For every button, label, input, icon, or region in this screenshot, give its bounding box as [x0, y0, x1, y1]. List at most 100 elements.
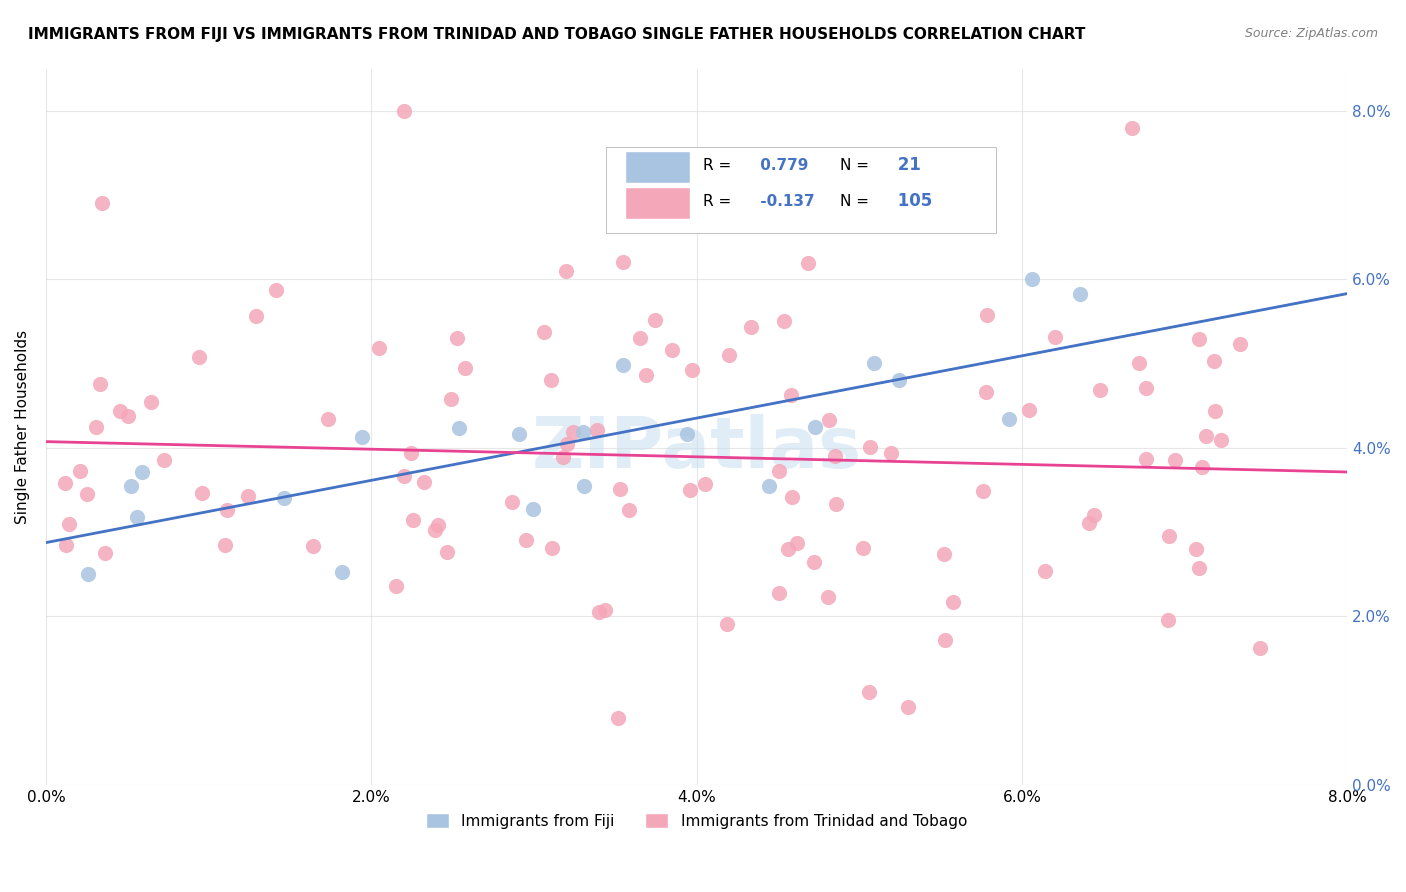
Point	[1018, 402, 1040, 417]
Point	[120, 478, 142, 492]
Point	[385, 579, 408, 593]
Point	[768, 464, 790, 478]
Point	[352, 430, 374, 444]
Point	[1157, 613, 1180, 627]
Point	[236, 489, 259, 503]
Point	[131, 465, 153, 479]
Point	[447, 420, 470, 434]
Point	[540, 374, 562, 388]
Point	[1069, 286, 1091, 301]
Point	[425, 523, 447, 537]
Point	[976, 308, 998, 322]
Point	[454, 360, 477, 375]
FancyBboxPatch shape	[606, 147, 995, 234]
Point	[818, 412, 841, 426]
Text: 21: 21	[891, 156, 921, 174]
Point	[1121, 120, 1143, 135]
Point	[89, 376, 111, 391]
Point	[139, 394, 162, 409]
Point	[1188, 332, 1211, 346]
Point	[1229, 337, 1251, 351]
Point	[191, 485, 214, 500]
Text: R =: R =	[703, 194, 731, 209]
Text: N =: N =	[839, 194, 869, 209]
Point	[1135, 452, 1157, 467]
Point	[858, 685, 880, 699]
Point	[245, 310, 267, 324]
Point	[561, 425, 583, 439]
Point	[998, 412, 1021, 426]
Point	[302, 539, 325, 553]
Point	[316, 412, 339, 426]
Point	[974, 385, 997, 400]
Point	[412, 475, 434, 489]
Point	[55, 537, 77, 551]
Point	[77, 567, 100, 582]
Y-axis label: Single Father Households: Single Father Households	[15, 330, 30, 524]
Point	[1083, 508, 1105, 522]
Legend: Immigrants from Fiji, Immigrants from Trinidad and Tobago: Immigrants from Fiji, Immigrants from Tr…	[420, 806, 973, 835]
Point	[1045, 329, 1067, 343]
Text: N =: N =	[839, 158, 869, 173]
Point	[852, 541, 875, 555]
Point	[273, 491, 295, 505]
Point	[859, 440, 882, 454]
Point	[740, 320, 762, 334]
Point	[1128, 356, 1150, 370]
Point	[53, 475, 76, 490]
Point	[76, 487, 98, 501]
Point	[446, 331, 468, 345]
Point	[773, 314, 796, 328]
Point	[427, 517, 450, 532]
Point	[1021, 272, 1043, 286]
Point	[1090, 383, 1112, 397]
Point	[780, 388, 803, 402]
Point	[585, 423, 607, 437]
Point	[972, 484, 994, 499]
Point	[681, 362, 703, 376]
Point	[804, 420, 827, 434]
Point	[863, 356, 886, 370]
Point	[553, 450, 575, 464]
Point	[439, 392, 461, 407]
Point	[797, 256, 820, 270]
Point	[1249, 641, 1271, 656]
Point	[1033, 564, 1056, 578]
Text: Source: ZipAtlas.com: Source: ZipAtlas.com	[1244, 27, 1378, 40]
Point	[264, 283, 287, 297]
Point	[1184, 541, 1206, 556]
Point	[1164, 453, 1187, 467]
Text: 105: 105	[891, 192, 932, 211]
Point	[1209, 433, 1232, 447]
FancyBboxPatch shape	[626, 186, 690, 219]
Point	[572, 479, 595, 493]
Point	[508, 426, 530, 441]
Point	[824, 449, 846, 463]
Point	[58, 516, 80, 531]
Point	[693, 476, 716, 491]
Point	[758, 479, 780, 493]
Point	[1195, 428, 1218, 442]
Point	[934, 633, 956, 648]
Point	[780, 491, 803, 505]
Text: 0.779: 0.779	[755, 158, 808, 173]
Point	[392, 103, 415, 118]
Point	[501, 495, 523, 509]
Point	[1188, 560, 1211, 574]
Point	[803, 555, 825, 569]
Point	[595, 603, 617, 617]
Point	[533, 325, 555, 339]
Point	[522, 502, 544, 516]
Point	[887, 373, 910, 387]
Text: ZIPatlas: ZIPatlas	[531, 414, 862, 483]
Point	[84, 419, 107, 434]
Point	[676, 426, 699, 441]
Point	[768, 586, 790, 600]
Point	[817, 590, 839, 604]
Point	[368, 341, 391, 355]
Text: -0.137: -0.137	[755, 194, 815, 209]
Point	[117, 409, 139, 423]
Point	[609, 482, 631, 496]
Point	[678, 483, 700, 498]
Point	[152, 452, 174, 467]
